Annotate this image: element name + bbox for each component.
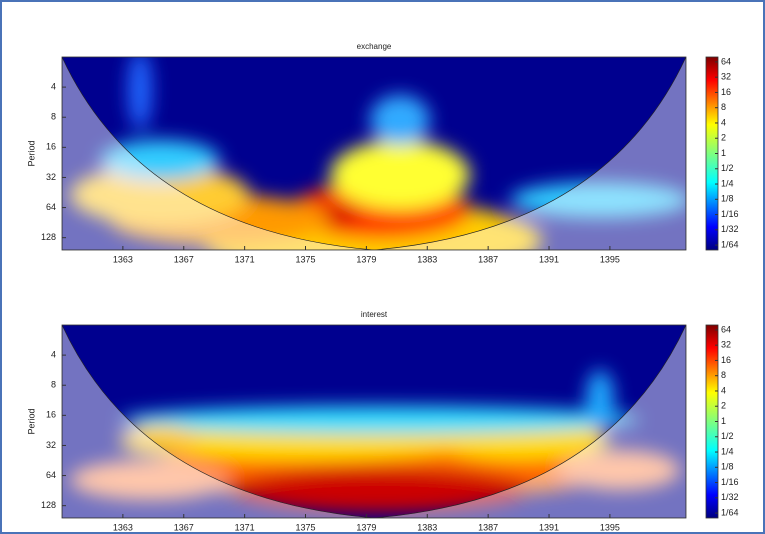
x-tick-label: 1383 (417, 254, 437, 264)
colorbar-tick-label: 8 (721, 102, 726, 112)
y-tick-label: 128 (41, 232, 56, 242)
y-tick-label: 4 (51, 349, 56, 359)
colorbar-tick-label: 1/64 (721, 239, 739, 249)
y-tick-label: 64 (46, 470, 56, 480)
colorbar-tick-label: 16 (721, 355, 731, 365)
colorbar-tick-label: 1/16 (721, 477, 739, 487)
x-tick-label: 1395 (600, 522, 620, 532)
x-tick-label: 1367 (174, 254, 194, 264)
heatmap-field (62, 325, 686, 518)
colorbar-tick-label: 2 (721, 133, 726, 143)
field-blob (370, 95, 430, 145)
colorbar-tick-label: 32 (721, 340, 731, 350)
x-tick-label: 1367 (174, 522, 194, 532)
colorbar-tick-label: 1 (721, 416, 726, 426)
x-tick-label: 1395 (600, 254, 620, 264)
x-tick-label: 1363 (113, 522, 133, 532)
colorbar-tick-label: 1/32 (721, 492, 739, 502)
x-tick-label: 1391 (539, 522, 559, 532)
x-tick-label: 1375 (295, 522, 315, 532)
field-blobs (70, 370, 680, 512)
colorbar-tick-label: 16 (721, 87, 731, 97)
colorbar-tick-label: 32 (721, 72, 731, 82)
colorbar-tick-label: 1/64 (721, 507, 739, 517)
field-blob (128, 57, 152, 130)
cone-of-influence (62, 325, 686, 518)
colorbar-tick-label: 64 (721, 324, 731, 334)
x-tick-label: 1383 (417, 522, 437, 532)
colorbar-tick-label: 1/8 (721, 462, 734, 472)
field-blob (510, 182, 686, 218)
panel-title: interest (361, 310, 388, 319)
field-blob (70, 460, 230, 500)
plot-border (61, 324, 687, 519)
y-tick-label: 8 (51, 380, 56, 390)
y-tick-label: 16 (46, 410, 56, 420)
field-blob (586, 370, 614, 430)
x-tick-label: 1379 (356, 522, 376, 532)
colorbar-tick-label: 1/32 (721, 224, 739, 234)
field-blob (120, 406, 640, 434)
colorbar-tick-label: 4 (721, 385, 726, 395)
panel-title: exchange (357, 42, 392, 51)
cone-of-influence (62, 57, 686, 250)
colorbar-tick-label: 4 (721, 117, 726, 127)
colorbar-tick-label: 1/8 (721, 194, 734, 204)
y-tick-label: 8 (51, 112, 56, 122)
colorbar-tick-label: 2 (721, 401, 726, 411)
x-tick-label: 1379 (356, 254, 376, 264)
colorbar-tick-label: 1/2 (721, 431, 734, 441)
x-tick-label: 1363 (113, 254, 133, 264)
colorbar-tick-label: 1 (721, 148, 726, 158)
plot-border (61, 56, 687, 251)
field-blob (560, 450, 680, 490)
x-tick-label: 1375 (295, 254, 315, 264)
field-blob (100, 140, 220, 180)
colorbar-tick-label: 1/4 (721, 446, 734, 456)
field-blob (230, 468, 530, 512)
field-blob (330, 140, 470, 210)
y-tick-label: 4 (51, 81, 56, 91)
x-tick-label: 1391 (539, 254, 559, 264)
x-tick-label: 1371 (235, 522, 255, 532)
heatmap-field (62, 57, 686, 250)
colorbar-tick-label: 64 (721, 56, 731, 66)
y-tick-label: 128 (41, 500, 56, 510)
y-tick-label: 16 (46, 142, 56, 152)
y-tick-label: 32 (46, 440, 56, 450)
x-tick-label: 1371 (235, 254, 255, 264)
field-blobs (70, 57, 686, 250)
colorbar-tick-label: 1/16 (721, 209, 739, 219)
colorbar-tick-label: 1/4 (721, 178, 734, 188)
y-axis-label: Period (26, 140, 36, 166)
y-axis-label: Period (26, 408, 36, 434)
y-tick-label: 64 (46, 202, 56, 212)
field-blob (70, 165, 250, 225)
colorbar-tick-label: 8 (721, 370, 726, 380)
colorbar-tick-label: 1/2 (721, 163, 734, 173)
y-tick-label: 32 (46, 172, 56, 182)
field-blob (120, 425, 200, 455)
x-tick-label: 1387 (478, 254, 498, 264)
x-tick-label: 1387 (478, 522, 498, 532)
